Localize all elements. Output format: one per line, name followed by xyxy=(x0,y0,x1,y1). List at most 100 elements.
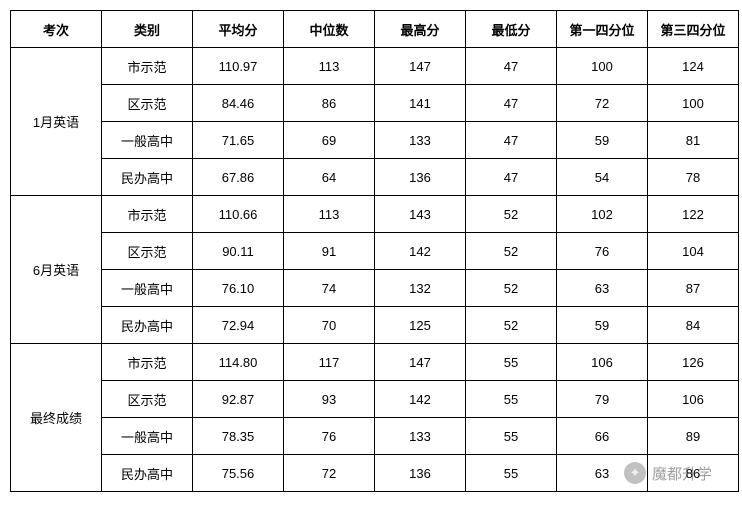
cell-category: 市示范 xyxy=(102,48,193,85)
cell-category: 民办高中 xyxy=(102,455,193,492)
cell-max: 133 xyxy=(375,418,466,455)
cell-max: 142 xyxy=(375,233,466,270)
cell-q1: 79 xyxy=(557,381,648,418)
cell-mean: 67.86 xyxy=(193,159,284,196)
cell-median: 117 xyxy=(284,344,375,381)
cell-mean: 72.94 xyxy=(193,307,284,344)
cell-q1: 63 xyxy=(557,455,648,492)
cell-category: 区示范 xyxy=(102,85,193,122)
cell-max: 136 xyxy=(375,455,466,492)
table-row: 民办高中72.9470125525984 xyxy=(11,307,739,344)
cell-max: 141 xyxy=(375,85,466,122)
cell-mean: 92.87 xyxy=(193,381,284,418)
table-row: 区示范90.11911425276104 xyxy=(11,233,739,270)
cell-mean: 84.46 xyxy=(193,85,284,122)
cell-q3: 84 xyxy=(648,307,739,344)
cell-max: 147 xyxy=(375,48,466,85)
cell-min: 47 xyxy=(466,48,557,85)
cell-category: 市示范 xyxy=(102,344,193,381)
cell-min: 47 xyxy=(466,159,557,196)
cell-q1: 63 xyxy=(557,270,648,307)
cell-q1: 54 xyxy=(557,159,648,196)
cell-mean: 110.97 xyxy=(193,48,284,85)
cell-q3: 81 xyxy=(648,122,739,159)
col-q1: 第一四分位 xyxy=(557,11,648,48)
table-row: 6月英语市示范110.6611314352102122 xyxy=(11,196,739,233)
cell-min: 52 xyxy=(466,307,557,344)
cell-max: 136 xyxy=(375,159,466,196)
col-q3: 第三四分位 xyxy=(648,11,739,48)
table-row: 区示范92.87931425579106 xyxy=(11,381,739,418)
cell-median: 113 xyxy=(284,48,375,85)
cell-mean: 71.65 xyxy=(193,122,284,159)
exam-cell: 6月英语 xyxy=(11,196,102,344)
exam-cell: 最终成绩 xyxy=(11,344,102,492)
cell-mean: 90.11 xyxy=(193,233,284,270)
table-row: 一般高中71.6569133475981 xyxy=(11,122,739,159)
cell-mean: 78.35 xyxy=(193,418,284,455)
cell-median: 93 xyxy=(284,381,375,418)
cell-mean: 114.80 xyxy=(193,344,284,381)
cell-category: 区示范 xyxy=(102,381,193,418)
col-exam: 考次 xyxy=(11,11,102,48)
col-mean: 平均分 xyxy=(193,11,284,48)
table-row: 区示范84.46861414772100 xyxy=(11,85,739,122)
table-row: 民办高中67.8664136475478 xyxy=(11,159,739,196)
table-row: 1月英语市示范110.9711314747100124 xyxy=(11,48,739,85)
cell-max: 133 xyxy=(375,122,466,159)
col-median: 中位数 xyxy=(284,11,375,48)
cell-category: 民办高中 xyxy=(102,307,193,344)
table-row: 民办高中75.5672136556386 xyxy=(11,455,739,492)
cell-category: 一般高中 xyxy=(102,122,193,159)
cell-q3: 87 xyxy=(648,270,739,307)
cell-q1: 102 xyxy=(557,196,648,233)
cell-median: 64 xyxy=(284,159,375,196)
table-row: 最终成绩市示范114.8011714755106126 xyxy=(11,344,739,381)
cell-min: 47 xyxy=(466,85,557,122)
cell-max: 147 xyxy=(375,344,466,381)
cell-median: 74 xyxy=(284,270,375,307)
cell-min: 55 xyxy=(466,381,557,418)
cell-max: 142 xyxy=(375,381,466,418)
cell-q3: 86 xyxy=(648,455,739,492)
cell-median: 76 xyxy=(284,418,375,455)
cell-mean: 76.10 xyxy=(193,270,284,307)
cell-q1: 66 xyxy=(557,418,648,455)
table-row: 一般高中76.1074132526387 xyxy=(11,270,739,307)
cell-min: 52 xyxy=(466,233,557,270)
cell-min: 47 xyxy=(466,122,557,159)
cell-q3: 100 xyxy=(648,85,739,122)
cell-min: 52 xyxy=(466,270,557,307)
cell-category: 民办高中 xyxy=(102,159,193,196)
score-table: 考次 类别 平均分 中位数 最高分 最低分 第一四分位 第三四分位 1月英语市示… xyxy=(10,10,739,492)
cell-q3: 122 xyxy=(648,196,739,233)
cell-min: 52 xyxy=(466,196,557,233)
cell-mean: 75.56 xyxy=(193,455,284,492)
cell-category: 一般高中 xyxy=(102,270,193,307)
cell-min: 55 xyxy=(466,418,557,455)
table-body: 1月英语市示范110.9711314747100124区示范84.4686141… xyxy=(11,48,739,492)
cell-max: 125 xyxy=(375,307,466,344)
col-min: 最低分 xyxy=(466,11,557,48)
cell-q1: 76 xyxy=(557,233,648,270)
col-category: 类别 xyxy=(102,11,193,48)
cell-median: 91 xyxy=(284,233,375,270)
cell-q3: 126 xyxy=(648,344,739,381)
cell-q1: 59 xyxy=(557,307,648,344)
cell-max: 143 xyxy=(375,196,466,233)
cell-median: 86 xyxy=(284,85,375,122)
cell-median: 72 xyxy=(284,455,375,492)
cell-q3: 106 xyxy=(648,381,739,418)
table-header: 考次 类别 平均分 中位数 最高分 最低分 第一四分位 第三四分位 xyxy=(11,11,739,48)
exam-cell: 1月英语 xyxy=(11,48,102,196)
cell-q3: 89 xyxy=(648,418,739,455)
cell-q1: 106 xyxy=(557,344,648,381)
cell-category: 市示范 xyxy=(102,196,193,233)
cell-min: 55 xyxy=(466,455,557,492)
cell-q1: 59 xyxy=(557,122,648,159)
cell-median: 113 xyxy=(284,196,375,233)
cell-median: 69 xyxy=(284,122,375,159)
cell-category: 区示范 xyxy=(102,233,193,270)
col-max: 最高分 xyxy=(375,11,466,48)
cell-q1: 100 xyxy=(557,48,648,85)
